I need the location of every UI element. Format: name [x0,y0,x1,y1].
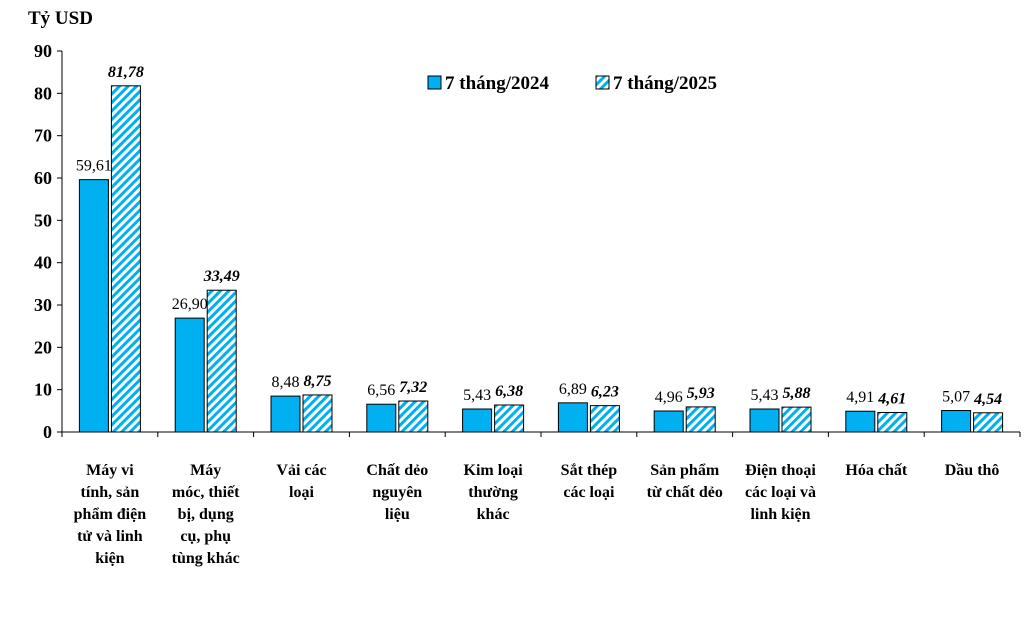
category-label: Máy [190,462,221,479]
y-tick-label: 30 [34,295,52,315]
bar-2025 [781,406,812,433]
legend-swatch-2025 [595,75,610,90]
category-label: bị, dụng [178,506,234,523]
data-label: 6,56 [367,382,395,399]
data-label: 4,54 [973,391,1002,408]
category-label: Vải các [276,462,326,479]
data-label: 5,93 [687,385,715,402]
bar-2024 [462,408,493,433]
category-label: các loại [563,484,615,501]
data-label: 6,38 [495,383,523,400]
data-label: 81,78 [108,64,144,81]
data-label: 6,23 [591,384,619,401]
legend: 7 tháng/2024 7 tháng/2025 [427,73,717,94]
data-label: 6,89 [559,381,587,398]
bar-2024 [270,395,301,433]
category-label: kiện [95,550,124,567]
category-label: Chất dẻo [366,462,428,479]
category-label: phẩm điện [74,506,147,523]
bar-2025 [110,85,141,433]
category-label: thường [468,484,518,501]
category-labels: Máy vi tính, sản phẩm điện tử và linh kiện Má… [74,462,1000,567]
bar-2025 [685,406,716,433]
y-tick-label: 10 [34,380,52,400]
category-label: Dầu thô [945,462,1000,479]
y-tick-label: 60 [34,168,52,188]
category-label: từ chất dẻo [647,484,723,501]
bars [78,85,1004,433]
bar-2025 [589,405,620,433]
category-label: tử và linh [77,528,143,545]
bar-2025 [206,289,237,433]
y-tick-label: 80 [34,83,52,103]
bar-2025 [973,412,1004,433]
category-label: liệu [385,506,410,523]
bar-2024 [845,410,876,433]
data-label: 26,90 [172,296,208,313]
bar-2024 [941,410,972,433]
bar-2025 [877,411,908,433]
category-label: tùng khác [172,550,240,567]
category-label: khác [477,506,510,523]
data-label: 59,61 [76,158,112,175]
category-label: các loại và [745,484,816,501]
legend-swatch-2024 [427,75,442,90]
legend-label: 7 tháng/2024 [445,73,549,94]
data-label: 5,43 [751,387,779,404]
bar-2025 [494,404,525,433]
data-label: 7,32 [399,379,427,396]
y-tick-label: 70 [34,126,52,146]
y-tick-label: 0 [43,422,52,442]
bar-2024 [174,317,205,433]
category-label: móc, thiết [172,484,240,501]
category-label: tính, sản [81,484,140,501]
category-label: loại [289,484,314,501]
bar-2024 [653,410,684,433]
bar-2024 [366,403,397,433]
category-label: Máy vi [86,462,134,479]
data-label: 8,48 [272,374,300,391]
category-label: linh kiện [750,506,810,523]
bar-2024 [749,408,780,433]
category-label: nguyên [372,484,422,501]
legend-label: 7 tháng/2025 [613,73,717,94]
category-label: Sắt thép [561,462,618,479]
bar-2025 [302,394,333,433]
data-label: 5,88 [783,385,811,402]
y-tick-label: 90 [34,41,52,61]
data-label: 5,43 [463,387,491,404]
data-label: 4,61 [877,390,906,407]
category-label: cụ, phụ [180,528,231,545]
data-label: 4,91 [846,389,874,406]
bar-2024 [78,179,109,433]
data-label: 33,49 [203,268,240,285]
data-label: 8,75 [304,373,332,390]
data-labels: 59,61 81,78 26,90 33,49 8,48 8,75 6,56 7,32 5,43… [76,64,1002,408]
category-label: Hóa chất [845,462,907,479]
y-axis-unit-label: Tỷ USD [28,8,93,29]
category-label: Kim loại [464,462,524,479]
data-label: 4,96 [655,389,683,406]
y-tick-label: 20 [34,337,52,357]
data-label: 5,07 [942,389,970,406]
y-tick-label: 40 [34,253,52,273]
category-label: Điện thoại [745,462,816,479]
bar-2025 [398,400,429,433]
y-tick-label: 50 [34,210,52,230]
category-label: Sản phẩm [650,462,720,479]
bar-2024 [557,402,588,433]
